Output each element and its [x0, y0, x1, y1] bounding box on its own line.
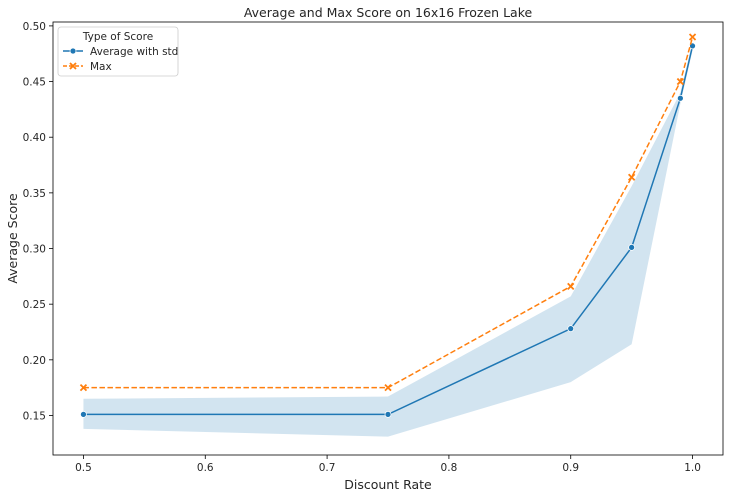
data-point [567, 282, 575, 291]
x-tick-label: 0.5 [75, 462, 92, 474]
data-point [80, 410, 87, 418]
legend-items: Average with std Max [63, 46, 178, 73]
data-point [627, 173, 636, 181]
y-tick-label: 0.50 [23, 21, 46, 33]
data-point [79, 384, 88, 392]
y-tick-label: 0.20 [23, 355, 46, 367]
chart-title: Average and Max Score on 16x16 Frozen La… [244, 5, 533, 20]
y-tick-label: 0.40 [23, 132, 46, 144]
y-tick-label: 0.45 [23, 77, 46, 89]
x-tick-label: 1.0 [684, 462, 701, 474]
x-axis-ticks: 0.5 0.6 0.7 0.8 0.9 1.0 [75, 455, 701, 474]
y-tick-label: 0.25 [23, 299, 46, 311]
data-point [384, 384, 392, 392]
data-point [676, 77, 685, 86]
legend-label: Max [90, 61, 112, 73]
legend-marker [69, 62, 77, 70]
data-point [384, 410, 392, 418]
legend-marker [69, 47, 77, 55]
y-tick-label: 0.35 [23, 188, 46, 200]
x-tick-label: 0.8 [441, 462, 458, 474]
plot-area [52, 21, 724, 456]
y-axis-label: Average Score [5, 193, 20, 284]
legend: Type of Score Average with std Max [57, 26, 179, 77]
plot-frame [52, 21, 724, 456]
x-axis-label: Discount Rate [344, 477, 432, 492]
x-tick-label: 0.9 [562, 462, 579, 474]
legend-box [57, 26, 179, 77]
data-point [688, 33, 697, 41]
y-tick-label: 0.30 [23, 244, 46, 256]
data-point [676, 94, 684, 102]
series-line-1 [83, 36, 694, 389]
std-band [83, 41, 693, 437]
legend-title: Type of Score [82, 31, 153, 43]
data-point [628, 244, 636, 251]
data-point [567, 325, 575, 333]
y-axis-ticks: 0.15 0.20 0.25 0.30 0.35 0.40 0.45 0.50 [23, 21, 53, 422]
x-tick-label: 0.7 [319, 462, 336, 474]
legend-label: Average with std [90, 46, 178, 58]
y-tick-label: 0.15 [23, 410, 46, 422]
series-line-0 [83, 45, 694, 416]
x-tick-label: 0.6 [197, 462, 214, 474]
